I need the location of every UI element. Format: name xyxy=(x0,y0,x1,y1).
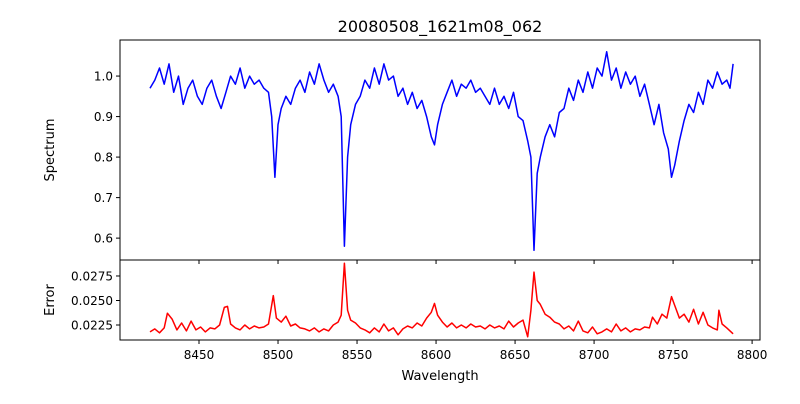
y-tick-label: 0.6 xyxy=(94,232,113,246)
x-tick-label: 8700 xyxy=(579,348,610,362)
x-tick-label: 8500 xyxy=(263,348,294,362)
y-axis-label-error: Error xyxy=(43,284,58,316)
x-tick-label: 8450 xyxy=(184,348,215,362)
x-axis-label: Wavelength xyxy=(401,369,478,384)
y-tick-label: 1.0 xyxy=(94,70,113,84)
x-tick-label: 8600 xyxy=(421,348,452,362)
chart-title: 20080508_1621m08_062 xyxy=(338,17,543,37)
x-tick-label: 8550 xyxy=(342,348,373,362)
y-tick-label: 0.0275 xyxy=(71,269,113,283)
axes-frame xyxy=(119,39,761,261)
y-axis-label-spectrum: Spectrum xyxy=(43,119,58,182)
spectrum-panel: 0.6 0.7 0.8 0.9 1.0 xyxy=(94,39,761,264)
error-panel: 8450 8500 8550 8600 8650 8700 8750 8800 0.0225 0.… xyxy=(71,259,768,362)
error-series-line xyxy=(149,262,734,338)
x-tick-label: 8650 xyxy=(500,348,531,362)
spectrum-series-line xyxy=(149,50,734,252)
x-tick-label: 8800 xyxy=(737,348,768,362)
y-tick-label: 0.0250 xyxy=(71,294,113,308)
y-tick-label: 0.7 xyxy=(94,191,113,205)
y-tick-label: 0.9 xyxy=(94,110,113,124)
y-tick-label: 0.0225 xyxy=(71,319,113,333)
y-tick-label: 0.8 xyxy=(94,151,113,165)
x-tick-label: 8750 xyxy=(658,348,689,362)
